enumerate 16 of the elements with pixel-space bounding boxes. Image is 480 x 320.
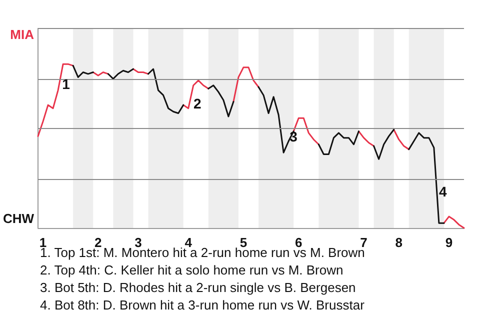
- text: MIA: [10, 27, 35, 42]
- x-tick-label: 7: [360, 235, 368, 250]
- x-tick-label: 2: [94, 235, 102, 250]
- text: 2. Top 4th: C. Keller hit a solo home run vs M. Brown: [40, 262, 344, 278]
- x-tick-label: 6: [294, 235, 302, 250]
- x-tick-label: 8: [395, 235, 402, 250]
- x-tick-label: 4: [184, 235, 193, 250]
- annotation: 2: [193, 95, 202, 112]
- text: 4. Bot 8th: D. Brown hit a 3-run home run vs W. Brusstar: [40, 298, 366, 312]
- text: 3. Bot 5th: D. Rhodes hit a 2-run single vs B. Bergesen: [40, 280, 356, 295]
- annotation: 4: [439, 184, 448, 200]
- x-tick-label: 5: [240, 235, 248, 250]
- text: CHW: [2, 211, 35, 226]
- x-tick-label: 3: [134, 235, 142, 250]
- annotation: 1: [62, 76, 70, 92]
- x-tick-label: 9: [445, 235, 453, 250]
